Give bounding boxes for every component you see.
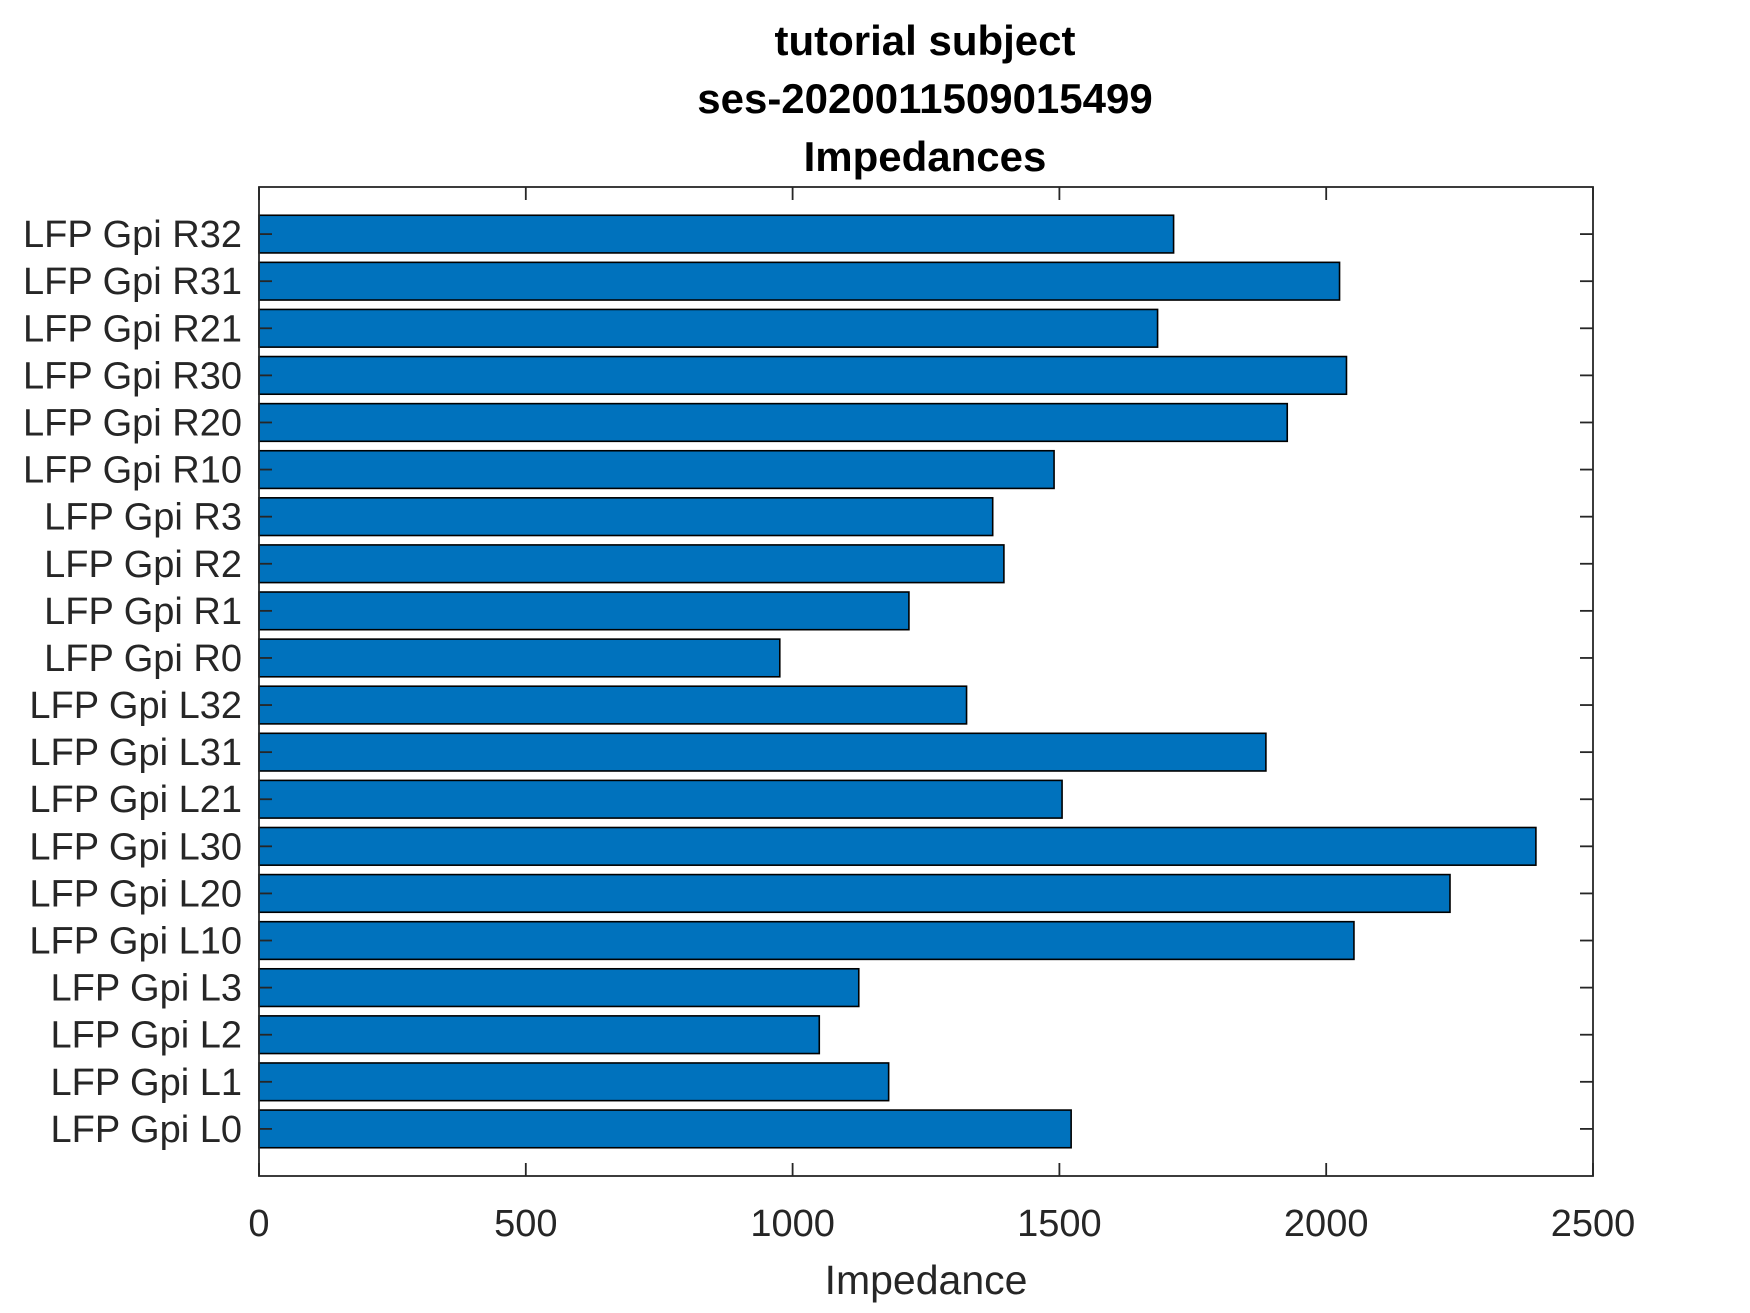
y-tick-label: LFP Gpi L32 xyxy=(29,685,242,727)
y-tick-label: LFP Gpi R3 xyxy=(44,497,242,539)
y-tick-label: LFP Gpi R30 xyxy=(23,355,242,397)
x-tick-label: 0 xyxy=(248,1203,269,1245)
bar-lfp-gpi-l3 xyxy=(258,967,860,1008)
y-tick-label: LFP Gpi L20 xyxy=(29,873,242,915)
bar-lfp-gpi-r30 xyxy=(258,355,1348,396)
y-tick-label: LFP Gpi L2 xyxy=(50,1015,242,1057)
x-tick-label: 2500 xyxy=(1551,1203,1636,1245)
y-tick-label: LFP Gpi L1 xyxy=(50,1062,242,1104)
bar-lfp-gpi-r10 xyxy=(258,449,1055,490)
y-tick-label: LFP Gpi R0 xyxy=(44,638,242,680)
y-tick-labels: LFP Gpi L0 LFP Gpi L1 LFP Gpi L2 LFP Gpi L3… xyxy=(23,214,242,1151)
title-line-2: ses-2020011509015499 xyxy=(697,75,1152,122)
bar-lfp-gpi-l21 xyxy=(258,779,1063,819)
bar-lfp-gpi-l31 xyxy=(258,732,1267,772)
bar-lfp-gpi-r21 xyxy=(258,308,1159,348)
bar-lfp-gpi-l20 xyxy=(258,873,1451,914)
x-tick-label: 1500 xyxy=(1017,1203,1102,1245)
y-tick-label: LFP Gpi L0 xyxy=(50,1109,242,1151)
axes-box xyxy=(258,186,1594,1177)
bar-lfp-gpi-r32 xyxy=(258,214,1175,254)
bar-lfp-gpi-l30 xyxy=(258,826,1537,866)
bar-lfp-gpi-r31 xyxy=(258,261,1341,301)
y-tick-label: LFP Gpi L3 xyxy=(50,968,242,1010)
bar-lfp-gpi-l0 xyxy=(258,1109,1072,1149)
y-tick-label: LFP Gpi R2 xyxy=(44,544,242,586)
y-tick-label: LFP Gpi R31 xyxy=(23,261,242,303)
bar-lfp-gpi-r0 xyxy=(258,638,781,678)
y-tick-label: LFP Gpi R1 xyxy=(44,591,242,633)
y-tick-label: LFP Gpi R20 xyxy=(23,402,242,444)
x-tick-label: 500 xyxy=(494,1203,557,1245)
ticks-group xyxy=(258,187,1594,1176)
bars-group xyxy=(258,214,1537,1149)
x-tick-label: 1000 xyxy=(750,1203,835,1245)
y-tick-label: LFP Gpi R32 xyxy=(23,214,242,256)
y-tick-label: LFP Gpi L30 xyxy=(29,826,242,868)
bar-lfp-gpi-r20 xyxy=(258,402,1289,443)
y-tick-label: LFP Gpi R10 xyxy=(23,450,242,492)
y-tick-label: LFP Gpi L31 xyxy=(29,732,242,774)
y-tick-label: LFP Gpi L10 xyxy=(29,921,242,963)
title-line-3: Impedances xyxy=(804,133,1047,180)
bar-lfp-gpi-r1 xyxy=(258,591,910,631)
bar-lfp-gpi-l2 xyxy=(258,1015,821,1055)
x-tick-label: 2000 xyxy=(1284,1203,1369,1245)
x-tick-labels: 0 500 1000 1500 2000 2500 xyxy=(248,1203,1635,1245)
title-line-1: tutorial subject xyxy=(774,17,1075,64)
bar-lfp-gpi-l10 xyxy=(258,920,1355,961)
bar-lfp-gpi-r2 xyxy=(258,544,1005,584)
bar-lfp-gpi-l1 xyxy=(258,1062,890,1102)
y-tick-label: LFP Gpi L21 xyxy=(29,779,242,821)
bar-lfp-gpi-l32 xyxy=(258,685,968,725)
bar-lfp-gpi-r3 xyxy=(258,497,994,537)
x-axis-label: Impedance xyxy=(825,1257,1028,1303)
chart-title: tutorial subject ses-2020011509015499 Im… xyxy=(697,17,1152,180)
y-tick-label: LFP Gpi R21 xyxy=(23,308,242,350)
